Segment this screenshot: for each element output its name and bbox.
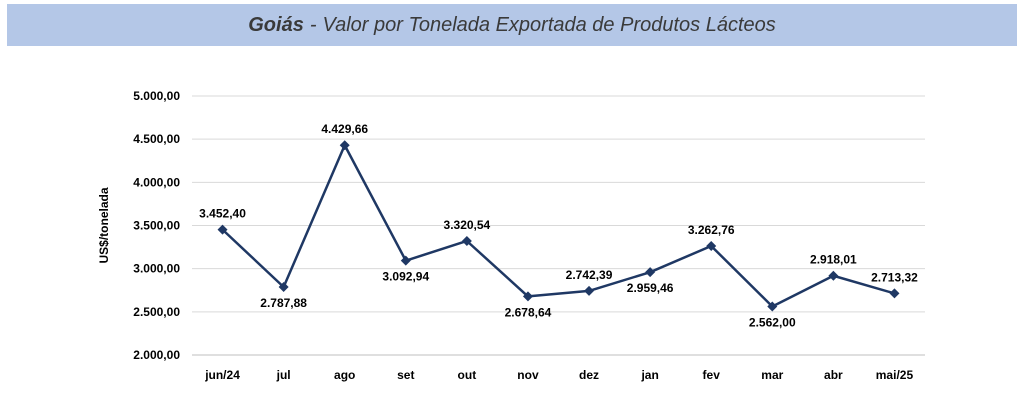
y-tick-label: 3.500,00 (133, 219, 180, 233)
data-label: 3.092,94 (382, 270, 429, 284)
data-label: 2.918,01 (810, 253, 857, 267)
data-point (584, 285, 595, 296)
x-tick-label: jun/24 (204, 368, 240, 382)
chart-title-region: Goiás (248, 13, 304, 36)
data-label: 3.320,54 (444, 218, 491, 232)
y-axis-label: US$/tonelada (97, 187, 111, 263)
data-point (522, 291, 533, 302)
chart-title-separator: - (309, 13, 317, 36)
data-point (706, 240, 717, 251)
y-tick-label: 4.500,00 (133, 132, 180, 146)
data-label: 3.262,76 (688, 223, 735, 237)
x-tick-label: ago (334, 368, 355, 382)
data-label: 2.713,32 (871, 270, 918, 284)
x-tick-label: set (397, 368, 414, 382)
y-tick-label: 3.000,00 (133, 262, 180, 276)
data-label: 2.787,88 (260, 296, 307, 310)
data-label: 2.562,00 (749, 315, 796, 329)
data-label: 2.742,39 (566, 268, 613, 282)
data-label: 3.452,40 (199, 207, 246, 221)
data-label: 4.429,66 (321, 122, 368, 136)
data-label: 2.959,46 (627, 281, 674, 295)
x-tick-label: jul (276, 368, 291, 382)
data-point (278, 281, 289, 292)
data-point (339, 140, 350, 151)
data-point (645, 267, 656, 278)
data-point (889, 288, 900, 299)
x-tick-label: jan (640, 368, 658, 382)
chart-title: Goiás - Valor por Tonelada Exportada de … (7, 4, 1017, 46)
data-label: 2.678,64 (505, 305, 552, 319)
y-tick-label: 5.000,00 (133, 89, 180, 103)
x-tick-label: nov (517, 368, 539, 382)
y-tick-label: 2.500,00 (133, 305, 180, 319)
x-tick-label: mar (761, 368, 783, 382)
x-tick-label: fev (703, 368, 721, 382)
x-tick-label: dez (579, 368, 599, 382)
y-tick-label: 2.000,00 (133, 348, 180, 362)
data-point (461, 235, 472, 246)
x-tick-label: abr (824, 368, 843, 382)
series-line (221, 143, 895, 308)
x-tick-label: out (458, 368, 477, 382)
chart-title-subtitle: Valor por Tonelada Exportada de Produtos… (322, 13, 776, 36)
y-tick-label: 4.000,00 (133, 175, 180, 189)
data-point (767, 301, 778, 312)
data-point (828, 270, 839, 281)
data-point (217, 224, 228, 235)
data-point (400, 255, 411, 266)
x-tick-label: mai/25 (876, 368, 914, 382)
